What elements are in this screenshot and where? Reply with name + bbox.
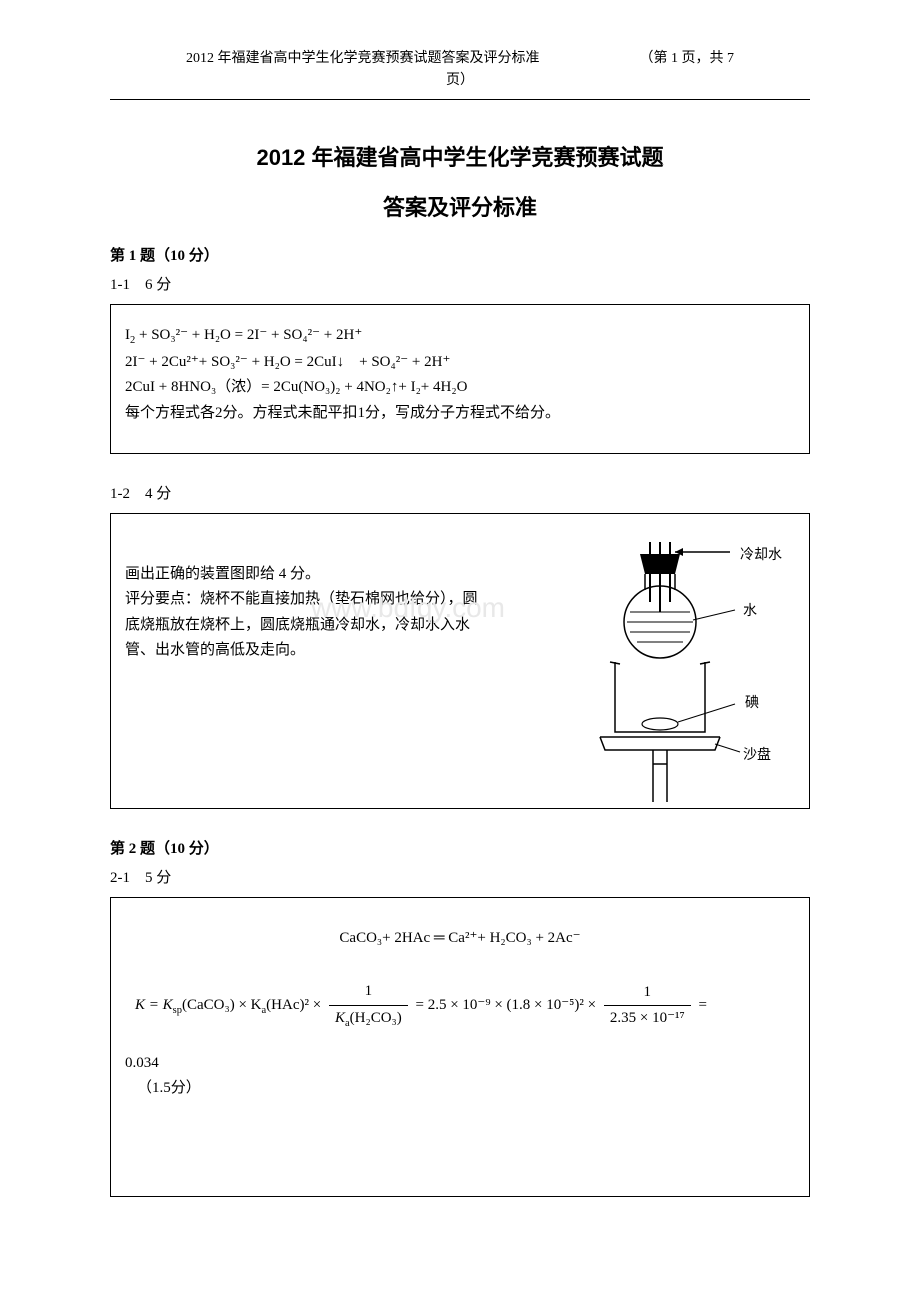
header-line2: 页） xyxy=(0,70,920,92)
q1-header: 第 1 题（10 分） xyxy=(110,244,810,265)
title-1: 2012 年福建省高中学生化学竞赛预赛试题 xyxy=(110,140,810,172)
q1-box2-l2: 评分要点：烧杯不能直接加热（垫石棉网也给分），圆 xyxy=(125,587,545,613)
q1-box2-l4: 管、出水管的高低及走向。 xyxy=(125,638,545,664)
q1-sub1: 1-1 6 分 xyxy=(110,273,810,294)
q1-eq3: 2CuI + 8HNO₃（浓）= 2Cu(NO₃)₂ + 4NO₂↑+ I₂+ … xyxy=(125,375,795,401)
page-header: 2012 年福建省高中学生化学竞赛预赛试题答案及评分标准 （第 1 页，共 7 … xyxy=(0,0,920,100)
q1-box2-l3: 底烧瓶放在烧杯上，圆底烧瓶通冷却水，冷却水入水 xyxy=(125,613,545,639)
q1-sub2: 1-2 4 分 xyxy=(110,482,810,503)
frac1: 1 Ka(H₂CO₃) xyxy=(329,979,408,1032)
content: 2012 年福建省高中学生化学竞赛预赛试题 答案及评分标准 第 1 题（10 分… xyxy=(0,140,920,1197)
frac2: 1 2.35 × 10⁻¹⁷ xyxy=(604,980,691,1032)
q2-k-eq: K = Ksp(CaCO₃) × Ka(HAc)² × 1 Ka(H₂CO₃) … xyxy=(135,979,795,1032)
q1-eq2: 2I⁻ + 2Cu²⁺+ SO₃²⁻ + H₂O = 2CuI↓ + SO₄²⁻… xyxy=(125,350,795,376)
q2-eq-center: CaCO₃+ 2HAc ═ Ca²⁺+ H₂CO₃ + 2Ac⁻ xyxy=(125,926,795,952)
q2-box: CaCO₃+ 2HAc ═ Ca²⁺+ H₂CO₃ + 2Ac⁻ K = Ksp… xyxy=(110,897,810,1197)
apparatus-diagram: 冷却水 水 碘 沙盘 xyxy=(545,532,795,790)
q1-box2: www.bdfqy.com 画出正确的装置图即给 4 分。 评分要点：烧杯不能直… xyxy=(110,513,810,809)
q2-score: （1.5分） xyxy=(137,1076,795,1102)
q2-header: 第 2 题（10 分） xyxy=(110,837,810,858)
header-underline xyxy=(110,99,810,100)
q1-box2-l1: 画出正确的装置图即给 4 分。 xyxy=(125,562,545,588)
label-water: 水 xyxy=(743,600,757,624)
apparatus-svg xyxy=(545,532,795,812)
header-right: （第 1 页，共 7 xyxy=(640,48,735,70)
q1-eq1: I2 + SO₃²⁻ + H₂O = 2I⁻ + SO₄²⁻ + 2H⁺ xyxy=(125,323,795,350)
q2-result: 0.034 xyxy=(125,1051,795,1077)
label-cold: 冷却水 xyxy=(740,544,782,568)
q1-box1: I2 + SO₃²⁻ + H₂O = 2I⁻ + SO₄²⁻ + 2H⁺ 2I⁻… xyxy=(110,304,810,454)
label-sand: 沙盘 xyxy=(743,744,771,768)
q1-box2-text: 画出正确的装置图即给 4 分。 评分要点：烧杯不能直接加热（垫石棉网也给分），圆… xyxy=(125,532,545,790)
q2-sub1: 2-1 5 分 xyxy=(110,866,810,887)
title-2: 答案及评分标准 xyxy=(110,190,810,222)
header-left: 2012 年福建省高中学生化学竞赛预赛试题答案及评分标准 xyxy=(186,48,540,70)
label-iodine: 碘 xyxy=(745,692,759,716)
q1-note: 每个方程式各2分。方程式未配平扣1分，写成分子方程式不给分。 xyxy=(125,401,795,427)
